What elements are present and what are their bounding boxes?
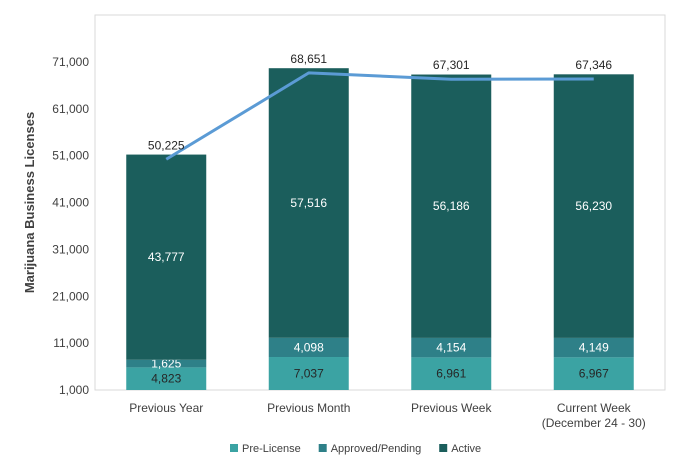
- y-tick-label: 21,000: [52, 289, 89, 303]
- plot-area-border: [94, 14, 666, 391]
- total-value-label: 50,225: [148, 138, 185, 152]
- bar-value-label: 4,149: [579, 341, 609, 355]
- bar-segment: [268, 337, 349, 358]
- x-tick-label: Previous Week: [411, 401, 492, 415]
- bar-segment: [126, 367, 207, 390]
- x-tick-label: Current Week: [557, 401, 632, 415]
- x-tick-label: (December 24 - 30): [542, 416, 646, 430]
- bar-value-label: 4,154: [436, 341, 466, 355]
- total-line: [165, 71, 594, 161]
- y-tick-label: 71,000: [52, 55, 89, 69]
- y-tick-label: 1,000: [59, 383, 89, 397]
- legend-swatch: [230, 444, 238, 452]
- bar-segment: [411, 337, 492, 358]
- bar-segment: [268, 68, 349, 338]
- bar-segment: [411, 357, 492, 390]
- bar-value-label: 4,098: [294, 340, 324, 354]
- bar-segment: [553, 337, 634, 358]
- bar-value-label: 6,967: [579, 367, 609, 381]
- legend-entry: Approved/Pending: [331, 443, 422, 455]
- bar-value-label: 56,186: [433, 199, 470, 213]
- bar-segment: [268, 357, 349, 390]
- y-tick-label: 61,000: [52, 102, 89, 116]
- bar-segment: [126, 359, 207, 368]
- bar-value-label: 56,230: [575, 199, 612, 213]
- bar-value-label: 57,516: [290, 196, 327, 210]
- y-tick-label: 41,000: [52, 196, 89, 210]
- bar-value-label: 43,777: [148, 250, 185, 264]
- legend-entry: Active: [451, 443, 481, 455]
- legend-swatch: [318, 444, 327, 452]
- bar-segment: [126, 154, 207, 360]
- bar-segment: [553, 357, 634, 390]
- x-tick-label: Previous Month: [267, 401, 350, 415]
- bar-value-label: 6,961: [436, 367, 466, 381]
- bar-segment: [411, 74, 492, 338]
- total-value-label: 67,346: [575, 58, 612, 72]
- total-value-label: 68,651: [290, 52, 327, 66]
- y-axis-label: Marijuana Business Licenses: [22, 112, 37, 293]
- legend-swatch: [439, 444, 448, 452]
- x-tick-label: Previous Year: [129, 401, 203, 415]
- bar-value-label: 1,625: [151, 357, 181, 371]
- legend-entry: Pre-License: [242, 443, 301, 455]
- bar-value-label: 4,823: [151, 372, 181, 386]
- bar-value-label: 7,037: [294, 367, 324, 381]
- y-tick-label: 31,000: [52, 242, 89, 256]
- total-value-label: 67,301: [433, 58, 470, 72]
- y-tick-label: 51,000: [52, 149, 89, 163]
- bar-segment: [553, 74, 634, 338]
- y-tick-label: 11,000: [53, 336, 89, 350]
